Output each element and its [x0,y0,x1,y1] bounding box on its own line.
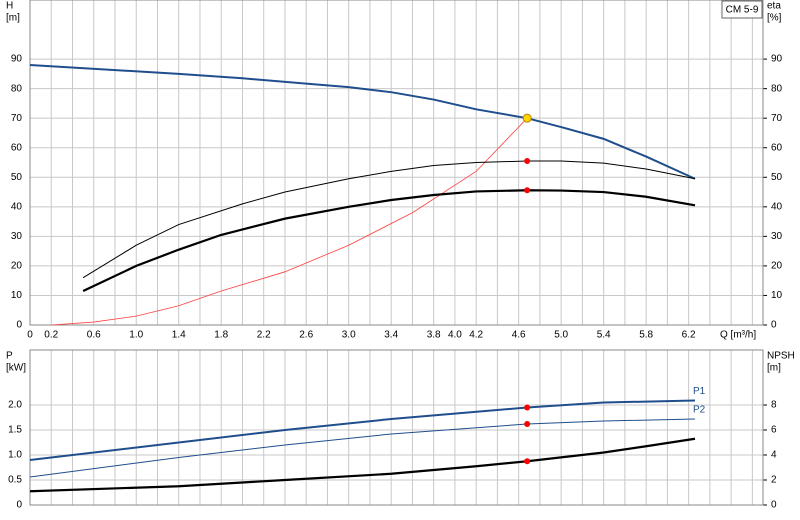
x-tick-label: 5.4 [597,330,611,341]
y2-tick-label: 40 [771,201,783,212]
x-tick-label: 2.6 [299,330,313,341]
x-tick-label: 4.0 [448,330,462,341]
x-tick-label: 0 [27,330,33,341]
y-tick-label: 50 [11,172,23,183]
y2-axis-label: [m] [767,363,781,374]
curve [29,437,696,493]
model-label: CM 5-9 [726,5,759,16]
y2-tick-label: 90 [771,54,783,65]
x-tick-label: 1.4 [172,330,186,341]
y2-tick-label: 2 [771,475,777,486]
y2-tick-label: 20 [771,261,783,272]
curve-label: P2 [693,405,706,416]
model-box [721,0,763,19]
y2-tick-label: 4 [771,450,777,461]
y-axis-label: P [6,351,13,362]
duty-point [524,421,531,427]
duty-point [524,187,531,194]
y-tick-label: 10 [11,290,23,301]
y-axis-label: [kW] [6,363,26,374]
plot-frame [29,349,764,506]
y-tick-label: 2.0 [8,400,22,411]
curve [82,160,696,279]
duty-point [524,404,531,411]
y-tick-label: 40 [11,201,23,212]
x-tick-label: 1.8 [214,330,228,341]
y2-tick-label: 0 [771,320,777,331]
y2-tick-label: 8 [771,400,777,411]
x-tick-label: 0.6 [87,330,101,341]
curve [29,399,696,461]
x-tick-label: 4.6 [512,330,526,341]
y-tick-label: 1.0 [8,450,22,461]
x-tick-label: 4.2 [469,330,483,341]
y2-tick-label: 0 [771,500,777,511]
y2-tick-label: 70 [771,113,783,124]
curve [51,117,528,326]
curve [82,189,696,293]
y2-tick-label: 30 [771,231,783,242]
y2-tick-label: 10 [771,290,783,301]
y-tick-label: 60 [11,142,23,153]
x-tick-label: 3.8 [427,330,441,341]
x-tick-label: 5.8 [639,330,653,341]
x-tick-label: 2.2 [257,330,271,341]
y2-axis-label: NPSH [767,351,795,362]
duty-point [524,158,531,165]
duty-point [522,113,532,123]
y-tick-label: 0 [16,500,22,511]
x-tick-label: 3.0 [342,330,356,341]
y-tick-label: 20 [11,261,23,272]
y-axis-label: H [6,1,13,12]
curve [29,418,696,478]
y2-tick-label: 80 [771,83,783,94]
y-tick-label: 80 [11,83,23,94]
x-tick-label: 6.2 [682,330,696,341]
y2-axis-label: [%] [767,13,782,24]
curve-label: P1 [693,386,706,397]
x-tick-label: 3.4 [384,330,398,341]
x-axis-label: Q [m³/h] [720,330,756,341]
y-tick-label: 70 [11,113,23,124]
y-tick-label: 0 [16,320,22,331]
curve [29,64,696,180]
y2-axis-label: eta [767,1,781,12]
x-tick-label: 1.0 [129,330,143,341]
y2-tick-label: 60 [771,142,783,153]
plot-frame [29,0,764,326]
y-tick-label: 0.5 [8,475,22,486]
x-tick-label: 0.2 [44,330,58,341]
y-tick-label: 30 [11,231,23,242]
x-tick-label: 5.0 [554,330,568,341]
y-tick-label: 90 [11,54,23,65]
duty-point [524,458,531,465]
y2-tick-label: 50 [771,172,783,183]
y2-tick-label: 6 [771,425,777,436]
y-axis-label: [m] [6,13,20,24]
y-tick-label: 1.5 [8,425,22,436]
